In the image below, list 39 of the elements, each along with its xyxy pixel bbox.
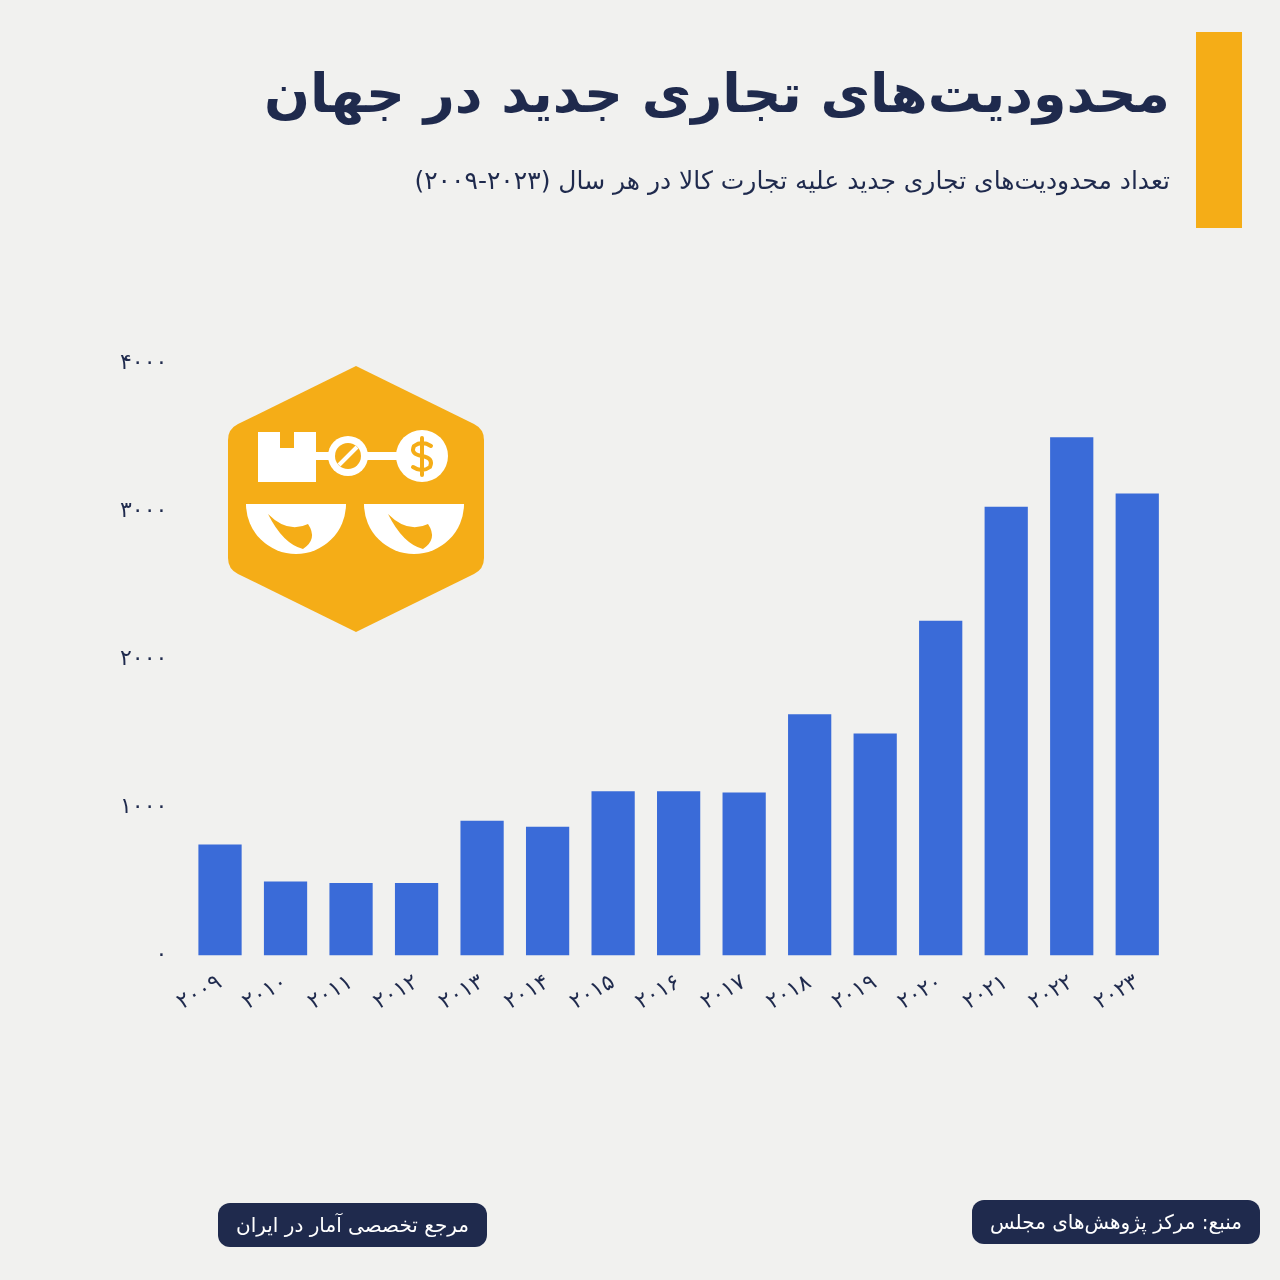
y-tick-label: ۳۰۰۰ bbox=[120, 496, 168, 522]
bar bbox=[460, 820, 504, 956]
bar bbox=[919, 620, 963, 956]
bar bbox=[657, 791, 701, 956]
x-tick-label: ۲۰۱۷ bbox=[696, 968, 750, 1014]
x-tick-label: ۲۰۲۰ bbox=[892, 968, 947, 1014]
x-tick-label: ۲۰۱۱ bbox=[303, 968, 357, 1014]
bar bbox=[329, 882, 373, 956]
x-tick-label: ۲۰۱۹ bbox=[827, 968, 881, 1014]
bar bbox=[853, 733, 897, 956]
x-tick-label: ۲۰۱۵ bbox=[565, 968, 619, 1014]
y-tick-label: ۱۰۰۰ bbox=[120, 793, 168, 819]
x-tick-label: ۲۰۰۹ bbox=[171, 968, 226, 1014]
y-tick-label: ۲۰۰۰ bbox=[120, 645, 168, 671]
chart-subtitle: تعداد محدودیت‌های تجاری جدید علیه تجارت کالا در هر سال (۲۰۲۳-۲۰۰۹) bbox=[414, 166, 1170, 195]
chart-title: محدودیت‌های تجاری جدید در جهان bbox=[263, 62, 1170, 125]
x-tick-label: ۲۰۲۳ bbox=[1089, 968, 1143, 1014]
x-tick-label: ۲۰۱۸ bbox=[761, 968, 816, 1014]
x-tick-label: ۲۰۲۱ bbox=[958, 968, 1012, 1014]
text: مرجع تخصصی آمار در ایران bbox=[218, 1203, 488, 1247]
y-tick-label: ۰ bbox=[155, 941, 168, 967]
bar bbox=[263, 881, 308, 956]
bar bbox=[1050, 437, 1094, 956]
bar bbox=[788, 714, 832, 956]
x-tick-label: ۲۰۱۴ bbox=[499, 968, 553, 1014]
x-tick-label: ۲۰۱۶ bbox=[630, 968, 684, 1014]
bar bbox=[198, 844, 242, 956]
text: منبع: مرکز پژوهش‌های مجلس bbox=[972, 1200, 1260, 1244]
bar bbox=[525, 826, 570, 956]
bar bbox=[394, 882, 439, 956]
bar bbox=[591, 791, 635, 956]
x-tick-label: ۲۰۱۲ bbox=[368, 968, 422, 1014]
y-tick-label: ۴۰۰۰ bbox=[120, 348, 168, 374]
bar bbox=[722, 792, 766, 956]
bar bbox=[1115, 493, 1159, 956]
x-tick-label: ۲۰۲۲ bbox=[1023, 968, 1078, 1014]
bar bbox=[984, 506, 1028, 956]
x-tick-label: ۲۰۱۰ bbox=[237, 968, 291, 1014]
x-tick-label: ۲۰۱۳ bbox=[434, 968, 488, 1014]
